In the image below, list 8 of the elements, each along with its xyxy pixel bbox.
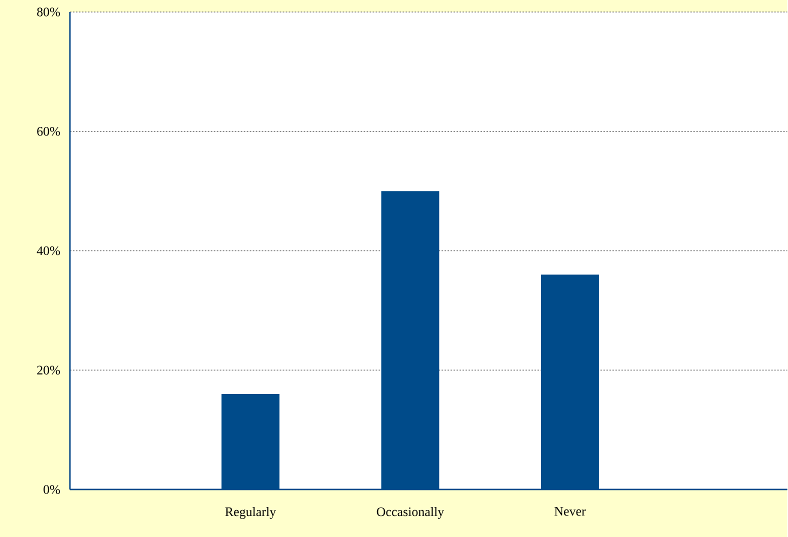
y-tick-label: 60% (37, 126, 60, 136)
x-tick-label: Occasionally (376, 506, 444, 519)
y-tick-label: 40% (36, 246, 60, 255)
y-tick-label: 20% (37, 366, 60, 374)
x-tick-label: Regularly (225, 506, 276, 519)
x-tick-label: Never (554, 506, 586, 516)
y-tick-label: 0% (44, 484, 60, 494)
y-tick-label: 80% (37, 7, 60, 16)
